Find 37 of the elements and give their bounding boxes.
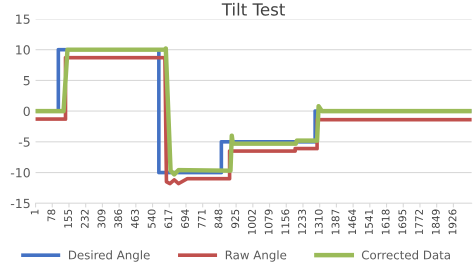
x-tick-label: 1464 — [348, 209, 356, 234]
y-tick-label: -5 — [18, 137, 30, 147]
x-tick-label: 771 — [198, 210, 206, 228]
x-tick-label: 1926 — [448, 209, 456, 234]
y-tick-label: 5 — [24, 76, 30, 86]
x-tick-label: 309 — [98, 210, 106, 228]
x-tick-label: 1541 — [365, 210, 373, 234]
x-tick-label: 617 — [164, 210, 172, 228]
x-tick-label: 540 — [148, 210, 156, 228]
x-tick-label: 78 — [47, 210, 56, 222]
y-tick-label: 0 — [24, 106, 30, 116]
y-tick-label: -15 — [10, 198, 30, 208]
x-tick-label: 155 — [64, 210, 72, 228]
x-tick-label: 386 — [114, 209, 122, 228]
x-tick-label: 1079 — [264, 210, 273, 234]
x-tick-label: 1156 — [281, 209, 290, 234]
x-tick-label: 1387 — [332, 210, 340, 234]
legend-label: Desired Angle — [68, 250, 150, 262]
y-tick-label: -10 — [10, 168, 30, 178]
x-tick-label: 848 — [214, 210, 222, 228]
y-tick-label: 15 — [16, 14, 30, 24]
x-tick-label: 1 — [30, 210, 38, 214]
x-tick-label: 1233 — [298, 210, 306, 234]
x-tick-label: 1695 — [398, 210, 406, 234]
legend-label: Corrected Data — [362, 250, 450, 260]
x-tick-label: 1002 — [248, 210, 256, 234]
x-tick-label: 1310 — [314, 210, 323, 234]
chart-title: Tilt Test — [222, 2, 285, 16]
x-tick-label: 1849 — [432, 210, 440, 234]
x-tick-label: 1618 — [382, 210, 390, 234]
x-tick-label: 463 — [130, 210, 139, 228]
x-tick-label: 694 — [181, 209, 189, 228]
x-tick-label: 925 — [231, 210, 240, 228]
x-tick-label: 1772 — [415, 210, 423, 234]
legend-label: Raw Angle — [226, 250, 286, 262]
x-tick-label: 232 — [80, 210, 89, 228]
y-tick-label: 10 — [16, 45, 30, 55]
